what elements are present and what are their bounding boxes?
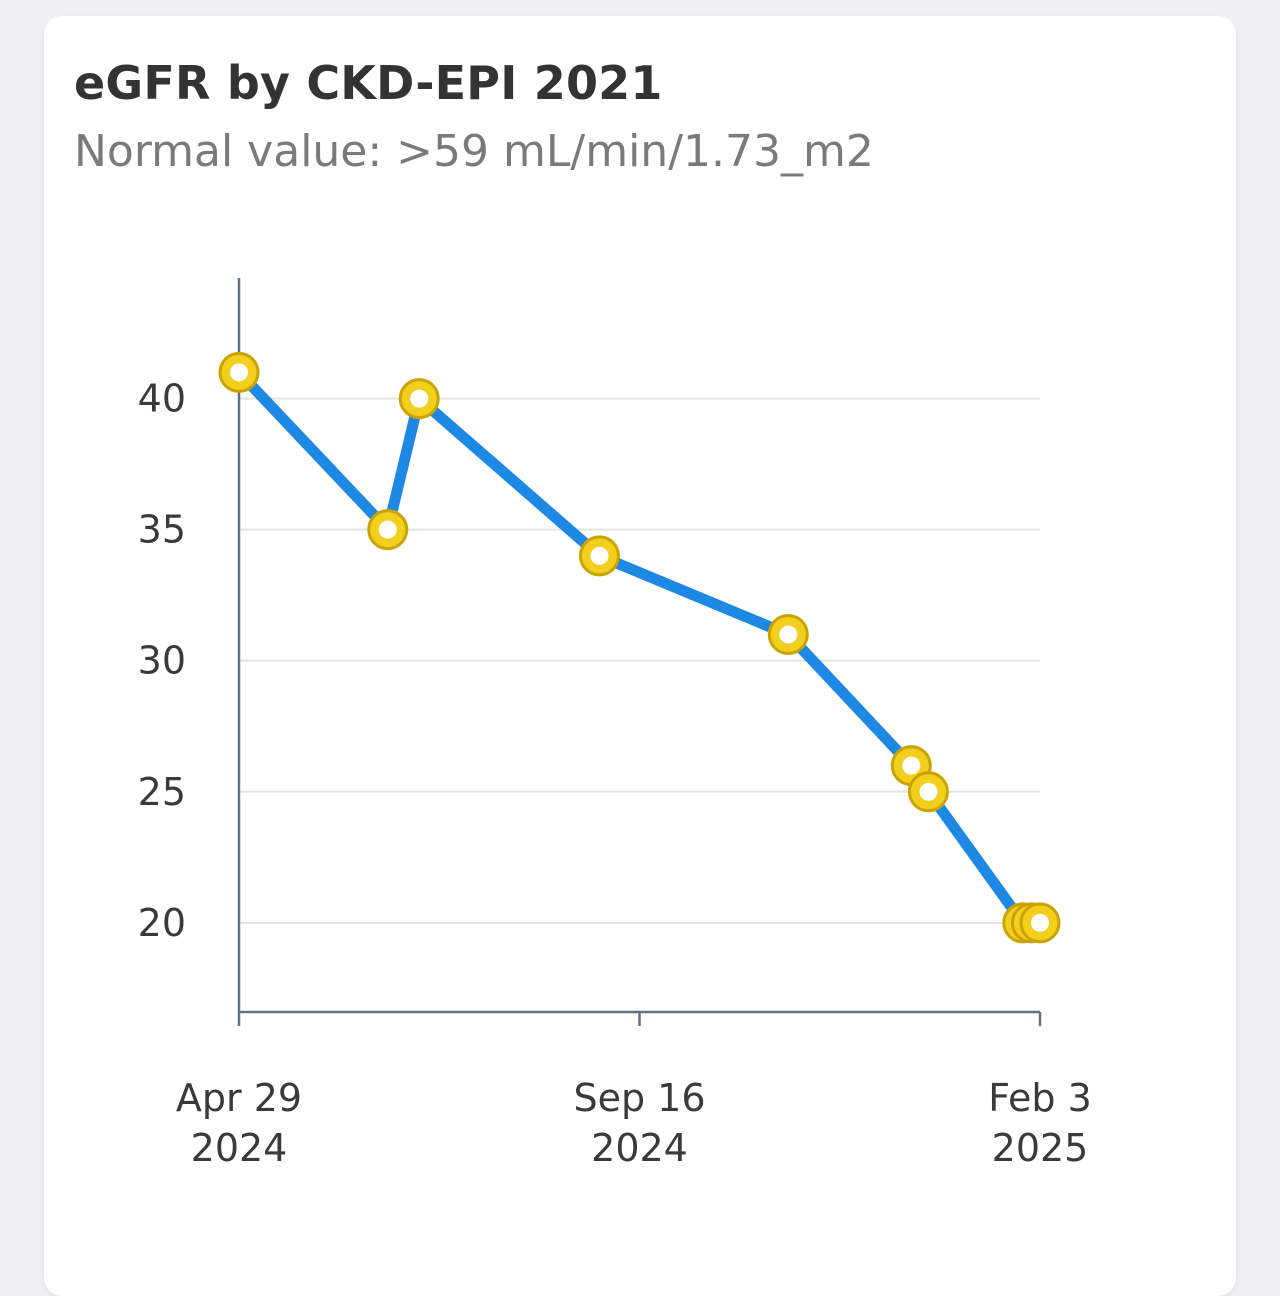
chart-card: eGFR by CKD-EPI 2021 Normal value: >59 m… (44, 16, 1236, 1296)
data-point-6 (907, 771, 949, 813)
y-tick-label-20: 20 (138, 901, 186, 945)
data-point-0 (218, 351, 260, 393)
data-point-1 (367, 509, 409, 551)
x-tick-label-1-1: 2024 (591, 1126, 688, 1170)
y-tick-label-30: 30 (138, 639, 186, 683)
data-point-center (1031, 913, 1049, 932)
x-tick-label-2-1: 2025 (992, 1126, 1089, 1170)
series-line-0 (233, 366, 1046, 929)
grid-lines (239, 397, 1040, 924)
data-point-center (902, 756, 921, 775)
data-point-center (410, 389, 429, 408)
data-point-center (919, 782, 938, 801)
x-tick-label-0-1: 2024 (191, 1126, 288, 1170)
y-tick-label-40: 40 (138, 377, 186, 421)
x-tick-label-2-0: Feb 3 (988, 1076, 1092, 1120)
x-tick-label-1-0: Sep 16 (573, 1076, 705, 1120)
chart-subtitle: Normal value: >59 mL/min/1.73_m2 (74, 126, 874, 177)
chart-title: eGFR by CKD-EPI 2021 (74, 56, 663, 110)
data-points (218, 351, 1061, 944)
x-tick-label-0-0: Apr 29 (176, 1076, 302, 1120)
data-point-9 (1019, 902, 1061, 944)
y-tick-label-35: 35 (138, 508, 186, 552)
data-point-center (779, 625, 798, 644)
data-point-2 (398, 378, 440, 420)
axes (237, 278, 1042, 1026)
series-line (233, 366, 1046, 929)
data-point-center (378, 520, 397, 539)
data-point-4 (767, 614, 809, 656)
data-point-3 (578, 535, 620, 577)
data-point-center (230, 363, 248, 382)
data-point-center (590, 546, 609, 565)
y-tick-label-25: 25 (138, 770, 186, 814)
